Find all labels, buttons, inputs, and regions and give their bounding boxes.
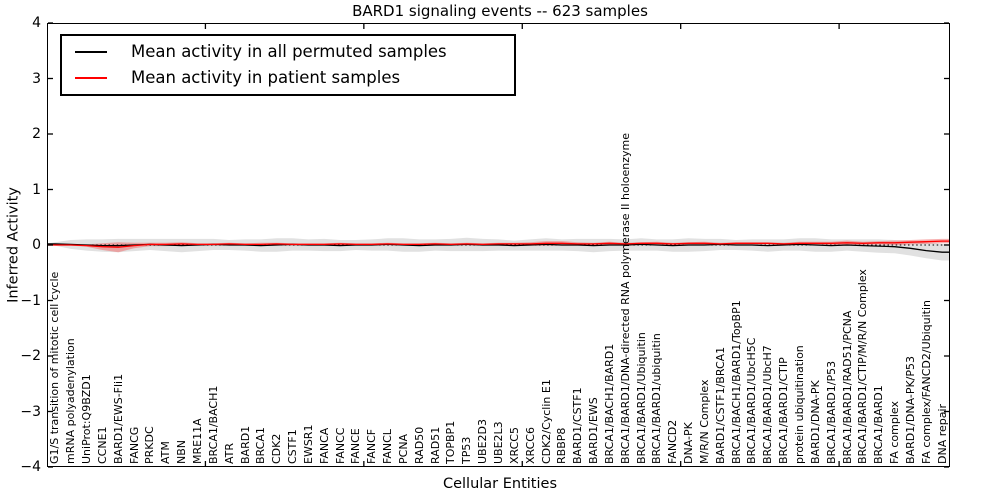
x-axis-label: Cellular Entities — [442, 476, 558, 492]
entity-tick-label: BARD1/DNA-PK/P53 — [903, 355, 917, 464]
legend-item-permuted: Mean activity in all permuted samples — [62, 42, 514, 62]
entity-tick-label: UniProt:Q9BZD1 — [80, 374, 94, 464]
entity-tick-label: TOPBP1 — [444, 420, 458, 464]
entity-tick-label: BARD1/CSTF1 — [571, 387, 585, 464]
entity-tick-label: BARD1 — [238, 425, 252, 464]
legend: Mean activity in all permuted samples Me… — [60, 34, 516, 96]
entity-tick-label: CSTF1 — [286, 429, 300, 464]
entity-tick-label: EWSR1 — [301, 424, 315, 464]
entity-tick-label: BRCA1/BARD1/P53 — [824, 360, 838, 464]
entity-tick-label: RBBP8 — [555, 427, 569, 464]
entity-tick-label: BARD1/EWS-Fli1 — [111, 373, 125, 464]
axes-frame — [46, 22, 951, 468]
y-tick-label: 4 — [32, 15, 41, 31]
entity-tick-label: FANCC — [333, 427, 347, 464]
entity-tick-label: BRCA1/BARD1/ubiquitin — [650, 333, 664, 464]
entity-tick-label: FANCL — [381, 429, 395, 464]
entity-tick-label: ATR — [222, 442, 236, 464]
entity-tick-label: RAD50 — [412, 426, 426, 464]
permuted-line-swatch — [75, 51, 107, 53]
y-tick-label: 0 — [32, 237, 41, 253]
entity-tick-label: BRCA1/BACH1/BARD1 — [602, 343, 616, 464]
entity-tick-label: DNA-PK — [682, 422, 696, 464]
y-tick-label: 2 — [32, 126, 41, 142]
entity-tick-label: NBN — [175, 439, 189, 464]
entity-tick-label: CCNE1 — [95, 426, 109, 464]
patient-line-swatch — [75, 77, 107, 79]
entity-tick-label: BRCA1/BARD1/RAD51/PCNA — [840, 310, 854, 464]
entity-tick-label: G1/S transition of mitotic cell cycle — [48, 271, 62, 464]
entity-tick-label: XRCC6 — [523, 427, 537, 464]
y-tick-label: −3 — [20, 403, 41, 420]
entity-tick-label: M/R/N Complex — [697, 379, 711, 464]
entity-tick-label: ATM — [159, 441, 173, 464]
y-tick-label: −2 — [20, 348, 41, 364]
entity-tick-label: XRCC5 — [507, 427, 521, 464]
entity-tick-label: RAD51 — [428, 426, 442, 464]
patient-mean-line — [47, 240, 950, 248]
permuted-band — [47, 237, 950, 261]
entity-tick-label: BRCA1/BARD1/CTIP — [777, 357, 791, 464]
entity-tick-label: FANCD2 — [666, 419, 680, 464]
entity-tick-label: BARD1/DNA-PK — [808, 380, 822, 464]
entity-tick-label: CDK2 — [270, 433, 284, 464]
entity-tick-label: FA complex — [888, 401, 902, 464]
y-tick-label: −4 — [20, 459, 41, 475]
entity-tick-label: BRCA1/BACH1 — [206, 385, 220, 464]
entity-tick-label: BRCA1/BARD1 — [872, 385, 886, 464]
y-tick-label: 1 — [32, 181, 41, 198]
entity-tick-label: BARD1/EWS — [587, 397, 601, 464]
entity-tick-label: UBE2D3 — [476, 418, 490, 464]
entity-tick-label: FANCF — [365, 428, 379, 464]
entity-tick-label: BRCA1/BARD1/CTIP/M/R/N Complex — [856, 269, 870, 464]
plot-canvas — [46, 22, 951, 468]
entity-tick-label: DNA repair — [935, 403, 949, 464]
entity-tick-label: CDK2/Cyclin E1 — [539, 379, 553, 464]
y-tick-label: −1 — [20, 292, 41, 309]
plot-area — [46, 22, 951, 468]
entity-tick-label: BRCA1/BARD1/DNA-directed RNA polymerase … — [618, 133, 632, 464]
entity-tick-label: BRCA1/BARD1/UbcH7 — [761, 345, 775, 464]
entity-tick-label: BRCA1 — [254, 427, 268, 464]
entity-tick-label: PRKDC — [143, 426, 157, 464]
entity-tick-label: BRCA1/BACH1/BARD1/TopBP1 — [729, 300, 743, 464]
chart-title: BARD1 signaling events -- 623 samples — [352, 2, 648, 20]
entity-tick-label: protein ubiquitination — [793, 345, 806, 464]
entity-tick-label: TP53 — [460, 436, 474, 464]
entity-tick-label: FANCE — [349, 428, 363, 464]
entity-tick-label: UBE2L3 — [492, 421, 505, 464]
y-tick-label: 3 — [32, 70, 41, 87]
entity-tick-label: FANCA — [317, 427, 331, 464]
entity-tick-label: FA complex/FANCD2/Ubiquitin — [919, 299, 933, 464]
legend-label-patient: Mean activity in patient samples — [131, 68, 401, 87]
entity-tick-label: MRE11A — [191, 418, 204, 464]
entity-tick-label: BARD1/CSTF1/BRCA1 — [713, 346, 727, 464]
permuted-mean-line — [47, 243, 950, 253]
entity-tick-label: BRCA1/BARD1/UbcH5C — [745, 337, 759, 464]
entity-tick-label: BRCA1/BARD1/Ubiquitin — [634, 332, 648, 464]
entity-tick-label: mRNA polyadenylation — [64, 338, 78, 464]
legend-item-patient: Mean activity in patient samples — [62, 68, 514, 88]
entity-tick-label: PCNA — [396, 433, 410, 464]
entity-tick-label: FANCG — [127, 426, 141, 464]
legend-label-permuted: Mean activity in all permuted samples — [131, 42, 447, 61]
